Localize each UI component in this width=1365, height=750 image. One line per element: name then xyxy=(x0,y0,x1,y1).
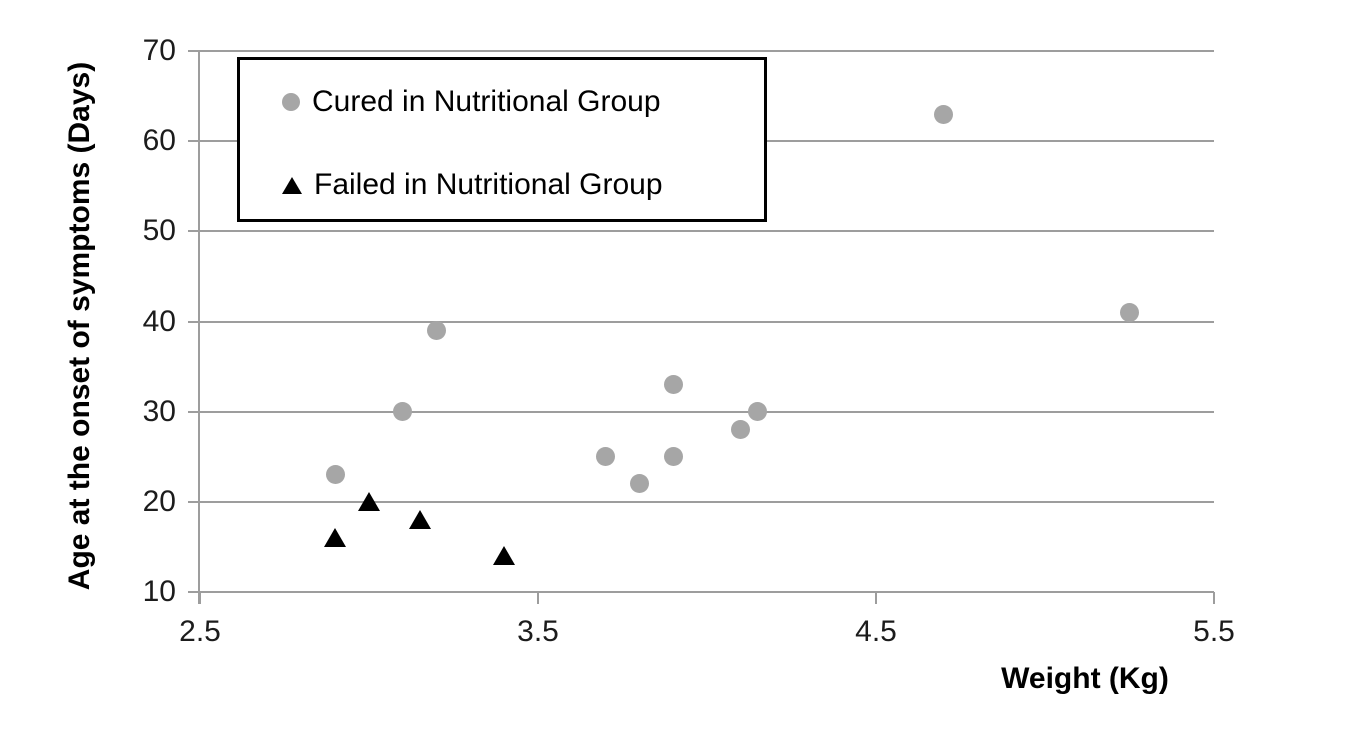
legend-label-cured: Cured in Nutritional Group xyxy=(312,85,661,118)
x-tick-label: 5.5 xyxy=(1193,615,1235,648)
y-tick-label: 60 xyxy=(142,124,176,158)
gridline xyxy=(188,591,1214,593)
x-axis-tick xyxy=(875,592,877,604)
legend-item-cured: Cured in Nutritional Group xyxy=(282,85,661,119)
legend: Cured in Nutritional Group Failed in Nut… xyxy=(237,57,767,222)
data-point-failed xyxy=(493,546,516,566)
y-tick-label: 50 xyxy=(142,214,176,248)
data-point-failed xyxy=(358,492,380,512)
x-tick-label: 2.5 xyxy=(179,615,221,648)
gridline xyxy=(188,410,1214,413)
data-point-cured xyxy=(731,420,751,440)
x-axis-tick xyxy=(537,592,539,604)
data-point-cured xyxy=(1120,302,1139,322)
data-point-failed xyxy=(408,510,431,530)
x-axis-tick xyxy=(199,592,201,604)
y-tick-label: 40 xyxy=(142,304,176,338)
gridline xyxy=(188,230,1214,233)
y-tick-label: 30 xyxy=(142,394,176,428)
failed-triangle-marker-icon xyxy=(282,176,302,194)
x-tick-label: 4.5 xyxy=(855,615,897,648)
y-tick-label: 10 xyxy=(142,575,176,608)
gridline xyxy=(188,500,1214,503)
data-point-cured xyxy=(629,474,649,494)
cured-circle-marker-icon xyxy=(282,93,300,111)
legend-item-failed: Failed in Nutritional Group xyxy=(282,168,663,202)
x-axis-title: Weight (Kg) xyxy=(1001,662,1169,695)
y-tick-label: 20 xyxy=(142,484,176,518)
data-point-cured xyxy=(663,375,683,395)
data-point-cured xyxy=(934,104,954,124)
data-point-cured xyxy=(427,321,447,341)
gridline xyxy=(188,50,1214,52)
y-axis-line xyxy=(198,51,200,604)
y-tick-label: 70 xyxy=(142,34,176,67)
data-point-cured xyxy=(325,465,345,485)
x-tick-label: 3.5 xyxy=(517,615,559,648)
data-point-cured xyxy=(748,402,768,422)
data-point-cured xyxy=(663,447,683,467)
x-axis-tick xyxy=(1213,592,1215,604)
y-axis-title: Age at the onset of symptoms (Days) xyxy=(63,61,96,591)
gridline xyxy=(188,320,1214,323)
data-point-failed xyxy=(324,528,347,548)
data-point-cured xyxy=(393,402,413,422)
legend-label-failed: Failed in Nutritional Group xyxy=(314,168,663,201)
data-point-cured xyxy=(596,447,616,467)
